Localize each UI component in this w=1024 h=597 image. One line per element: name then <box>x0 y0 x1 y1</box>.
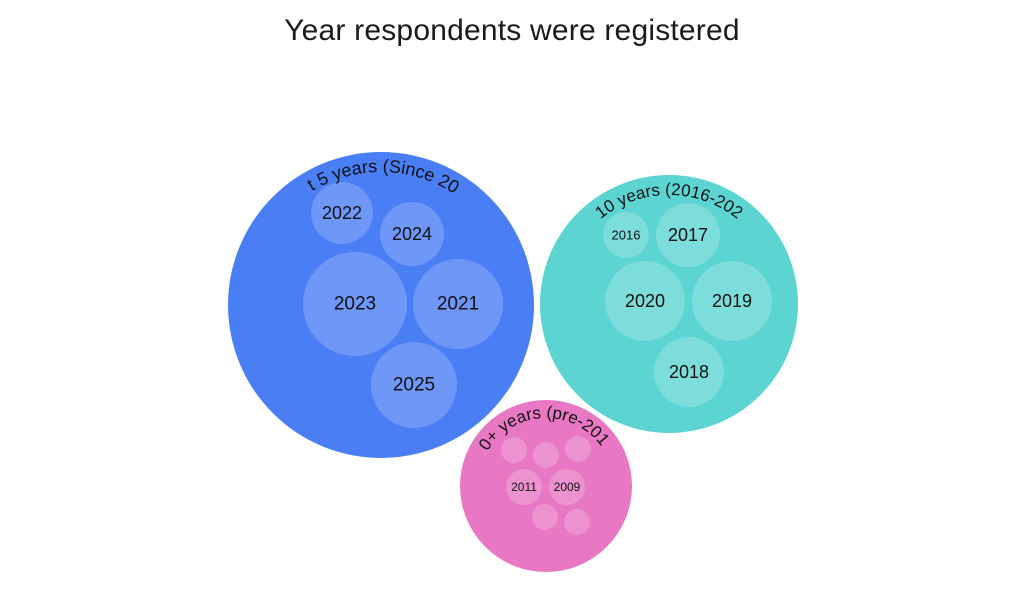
child-bubble-2011 <box>506 469 542 505</box>
child-bubble <box>533 442 559 468</box>
child-bubble <box>564 509 590 535</box>
child-label: 2016 <box>612 228 641 243</box>
group-bubble <box>540 175 798 433</box>
child-bubble-2024 <box>380 202 444 266</box>
child-bubble-2021 <box>413 259 503 349</box>
child-label: 2011 <box>511 480 537 494</box>
child-bubble <box>532 504 558 530</box>
child-bubble-2019 <box>692 261 772 341</box>
child-label: 2021 <box>437 294 479 315</box>
group-bubble <box>228 152 534 458</box>
group-bubble <box>460 400 632 572</box>
child-label: 2025 <box>393 375 435 396</box>
child-label: 2019 <box>712 291 752 311</box>
child-bubble-2025 <box>371 342 457 428</box>
child-bubble-2009 <box>549 469 585 505</box>
child-bubble-2020 <box>605 261 685 341</box>
child-bubble-2016 <box>603 212 649 258</box>
child-label: 2023 <box>334 294 376 315</box>
child-label: 2017 <box>668 225 708 245</box>
child-label: 2022 <box>322 203 362 223</box>
child-label: 2024 <box>392 224 432 244</box>
chart-title: Year respondents were registered <box>284 14 740 47</box>
child-label: 2018 <box>669 362 709 382</box>
child-bubble <box>565 436 591 462</box>
child-label: 2020 <box>625 291 665 311</box>
child-bubble-2017 <box>656 203 720 267</box>
child-bubble-2023 <box>303 252 407 356</box>
child-bubble <box>501 437 527 463</box>
group-label: Past 5 years (Since 2021) <box>0 0 463 197</box>
child-label: 2009 <box>554 480 581 494</box>
child-bubble-2022 <box>311 182 373 244</box>
bubble-group-past-5-years-since-2021: 2022 2024 2023 2021 2025 Past 5 years (Since … <box>0 0 534 458</box>
child-bubble-2018 <box>654 337 724 407</box>
